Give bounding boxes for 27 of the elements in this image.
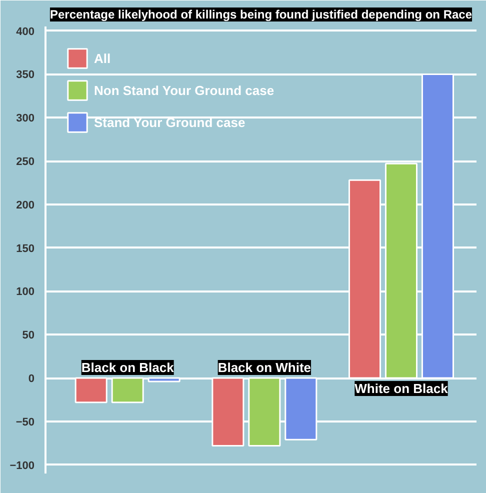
bar: [111, 377, 144, 404]
y-tick-label: 200: [16, 199, 35, 212]
bar: [74, 377, 108, 404]
x-tick-label: Black on White: [218, 360, 312, 376]
bar: [284, 377, 318, 440]
x-tick-label: Black on Black: [81, 360, 175, 376]
bar: [348, 179, 382, 379]
y-tick-label: 150: [16, 242, 35, 255]
y-tick-label: 0: [28, 373, 35, 386]
y-tick-label: 100: [16, 286, 35, 298]
bar: [148, 377, 180, 382]
y-tick-label: 50: [22, 330, 35, 342]
y-tick-label: −100: [10, 460, 35, 472]
legend-label: Stand Your Ground case: [94, 114, 246, 130]
legend-label: All: [94, 50, 112, 66]
x-tick-label: White on Black: [354, 381, 449, 396]
bar: [248, 377, 281, 446]
bar: [212, 377, 244, 446]
y-tick-label: 250: [16, 156, 35, 168]
legend-label: Non Stand Your Ground case: [94, 82, 274, 98]
y-tick-label: −50: [16, 416, 35, 428]
y-tick-label: 300: [16, 112, 35, 125]
bar: [421, 73, 454, 379]
chart-title: Percentage likelyhood of killings being found justified depending on Race: [50, 8, 472, 22]
y-tick-label: 350: [16, 69, 35, 82]
y-tick-label: 400: [16, 26, 35, 38]
bar: [384, 162, 418, 379]
